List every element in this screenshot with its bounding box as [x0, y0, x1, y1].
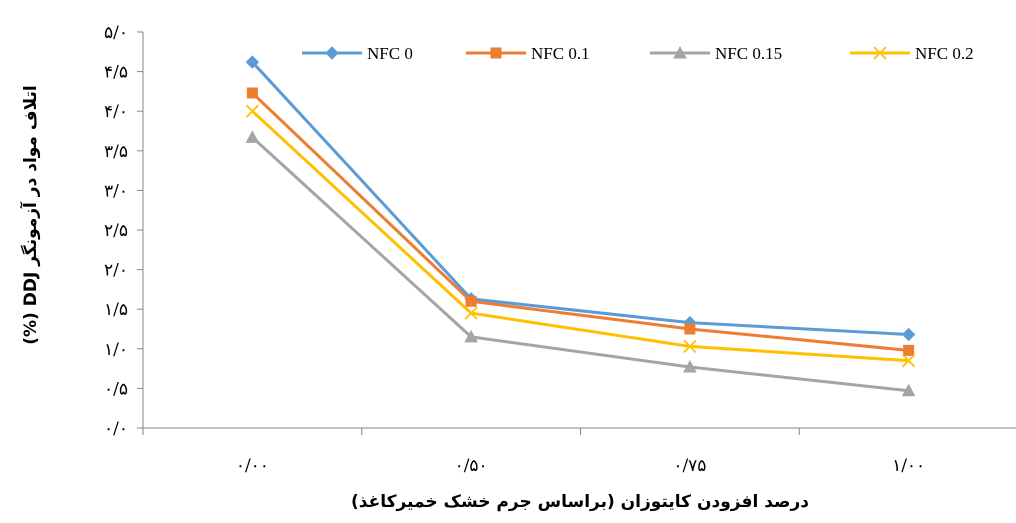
data-point — [465, 295, 477, 307]
legend-swatch-marker — [325, 46, 339, 60]
legend-item: NFC 0.2 — [850, 44, 974, 63]
legend-label: NFC 0.2 — [915, 44, 974, 63]
y-tick-label: ۳/۰ — [104, 181, 128, 201]
y-tick-label: ۰/۰ — [104, 419, 128, 439]
marker-stroke — [873, 46, 887, 60]
x-axis-title: درصد افزودن کایتوزان (براساس جرم خشک خمی… — [351, 492, 809, 512]
y-axis-title: اتلاف مواد در آزمونگر DDJ (%) — [19, 85, 41, 345]
series-nfc-0-2 — [245, 104, 916, 368]
y-tick-label: ۱/۵ — [104, 300, 128, 320]
legend-label: NFC 0.15 — [715, 44, 782, 63]
y-tick-label: ۰/۵ — [104, 379, 128, 399]
legend-item: NFC 0 — [302, 44, 413, 63]
data-point — [245, 55, 260, 69]
data-point — [245, 104, 260, 118]
legend: NFC 0 NFC 0.1 NFC 0.15 NFC 0.2 — [302, 44, 974, 63]
legend-label: NFC 0 — [367, 44, 413, 63]
x-tick-label: ۰/۰۰ — [236, 456, 269, 476]
x-tick-labels: ۰/۰۰ ۰/۵۰ ۰/۷۵ ۱/۰۰ — [236, 456, 925, 476]
y-tick-label: ۲/۵ — [104, 221, 128, 241]
marker-stroke — [245, 104, 260, 118]
legend-swatch-marker — [490, 47, 502, 59]
y-tick-label: ۱/۰ — [104, 340, 128, 360]
marker-stroke — [464, 306, 478, 320]
y-tick-labels: ۰/۰ ۰/۵ ۱/۰ ۱/۵ ۲/۰ ۲/۵ ۳/۰ ۳/۵ ۴/۰ ۴/۵ ۵/۰ — [104, 23, 128, 439]
data-point — [683, 359, 697, 373]
y-tick-label: ۴/۵ — [104, 63, 128, 83]
series-nfc-0-15 — [245, 130, 916, 397]
y-tick-label: ۲/۰ — [104, 261, 128, 281]
data-point — [901, 327, 916, 342]
data-point — [903, 344, 915, 356]
axes — [137, 31, 1016, 435]
legend-swatch-marker — [873, 46, 887, 60]
series-line — [251, 91, 909, 352]
series-line — [251, 61, 909, 337]
series-line — [251, 136, 909, 393]
x-tick-label: ۱/۰۰ — [892, 456, 925, 476]
y-tick-label: ۳/۵ — [104, 142, 128, 162]
series-nfc-0-1 — [246, 87, 915, 356]
marker-stroke — [683, 339, 697, 354]
data-point — [464, 329, 478, 343]
y-tick-label: ۴/۰ — [104, 102, 128, 122]
legend-label: NFC 0.1 — [531, 44, 590, 63]
data-point — [683, 339, 697, 354]
data-point — [246, 87, 258, 99]
series-group — [245, 55, 916, 397]
data-point — [901, 354, 916, 368]
data-point — [901, 383, 916, 397]
legend-item: NFC 0.15 — [650, 44, 782, 63]
x-tick-label: ۰/۵۰ — [455, 456, 488, 476]
marker-stroke — [901, 354, 916, 368]
y-tick-label: ۵/۰ — [104, 23, 128, 43]
x-tick-label: ۰/۷۵ — [673, 456, 706, 476]
data-point — [245, 130, 260, 143]
legend-swatch-marker — [673, 45, 687, 59]
series-line — [251, 110, 909, 363]
legend-item: NFC 0.1 — [466, 44, 590, 63]
data-point — [464, 306, 478, 320]
data-point — [684, 323, 696, 335]
